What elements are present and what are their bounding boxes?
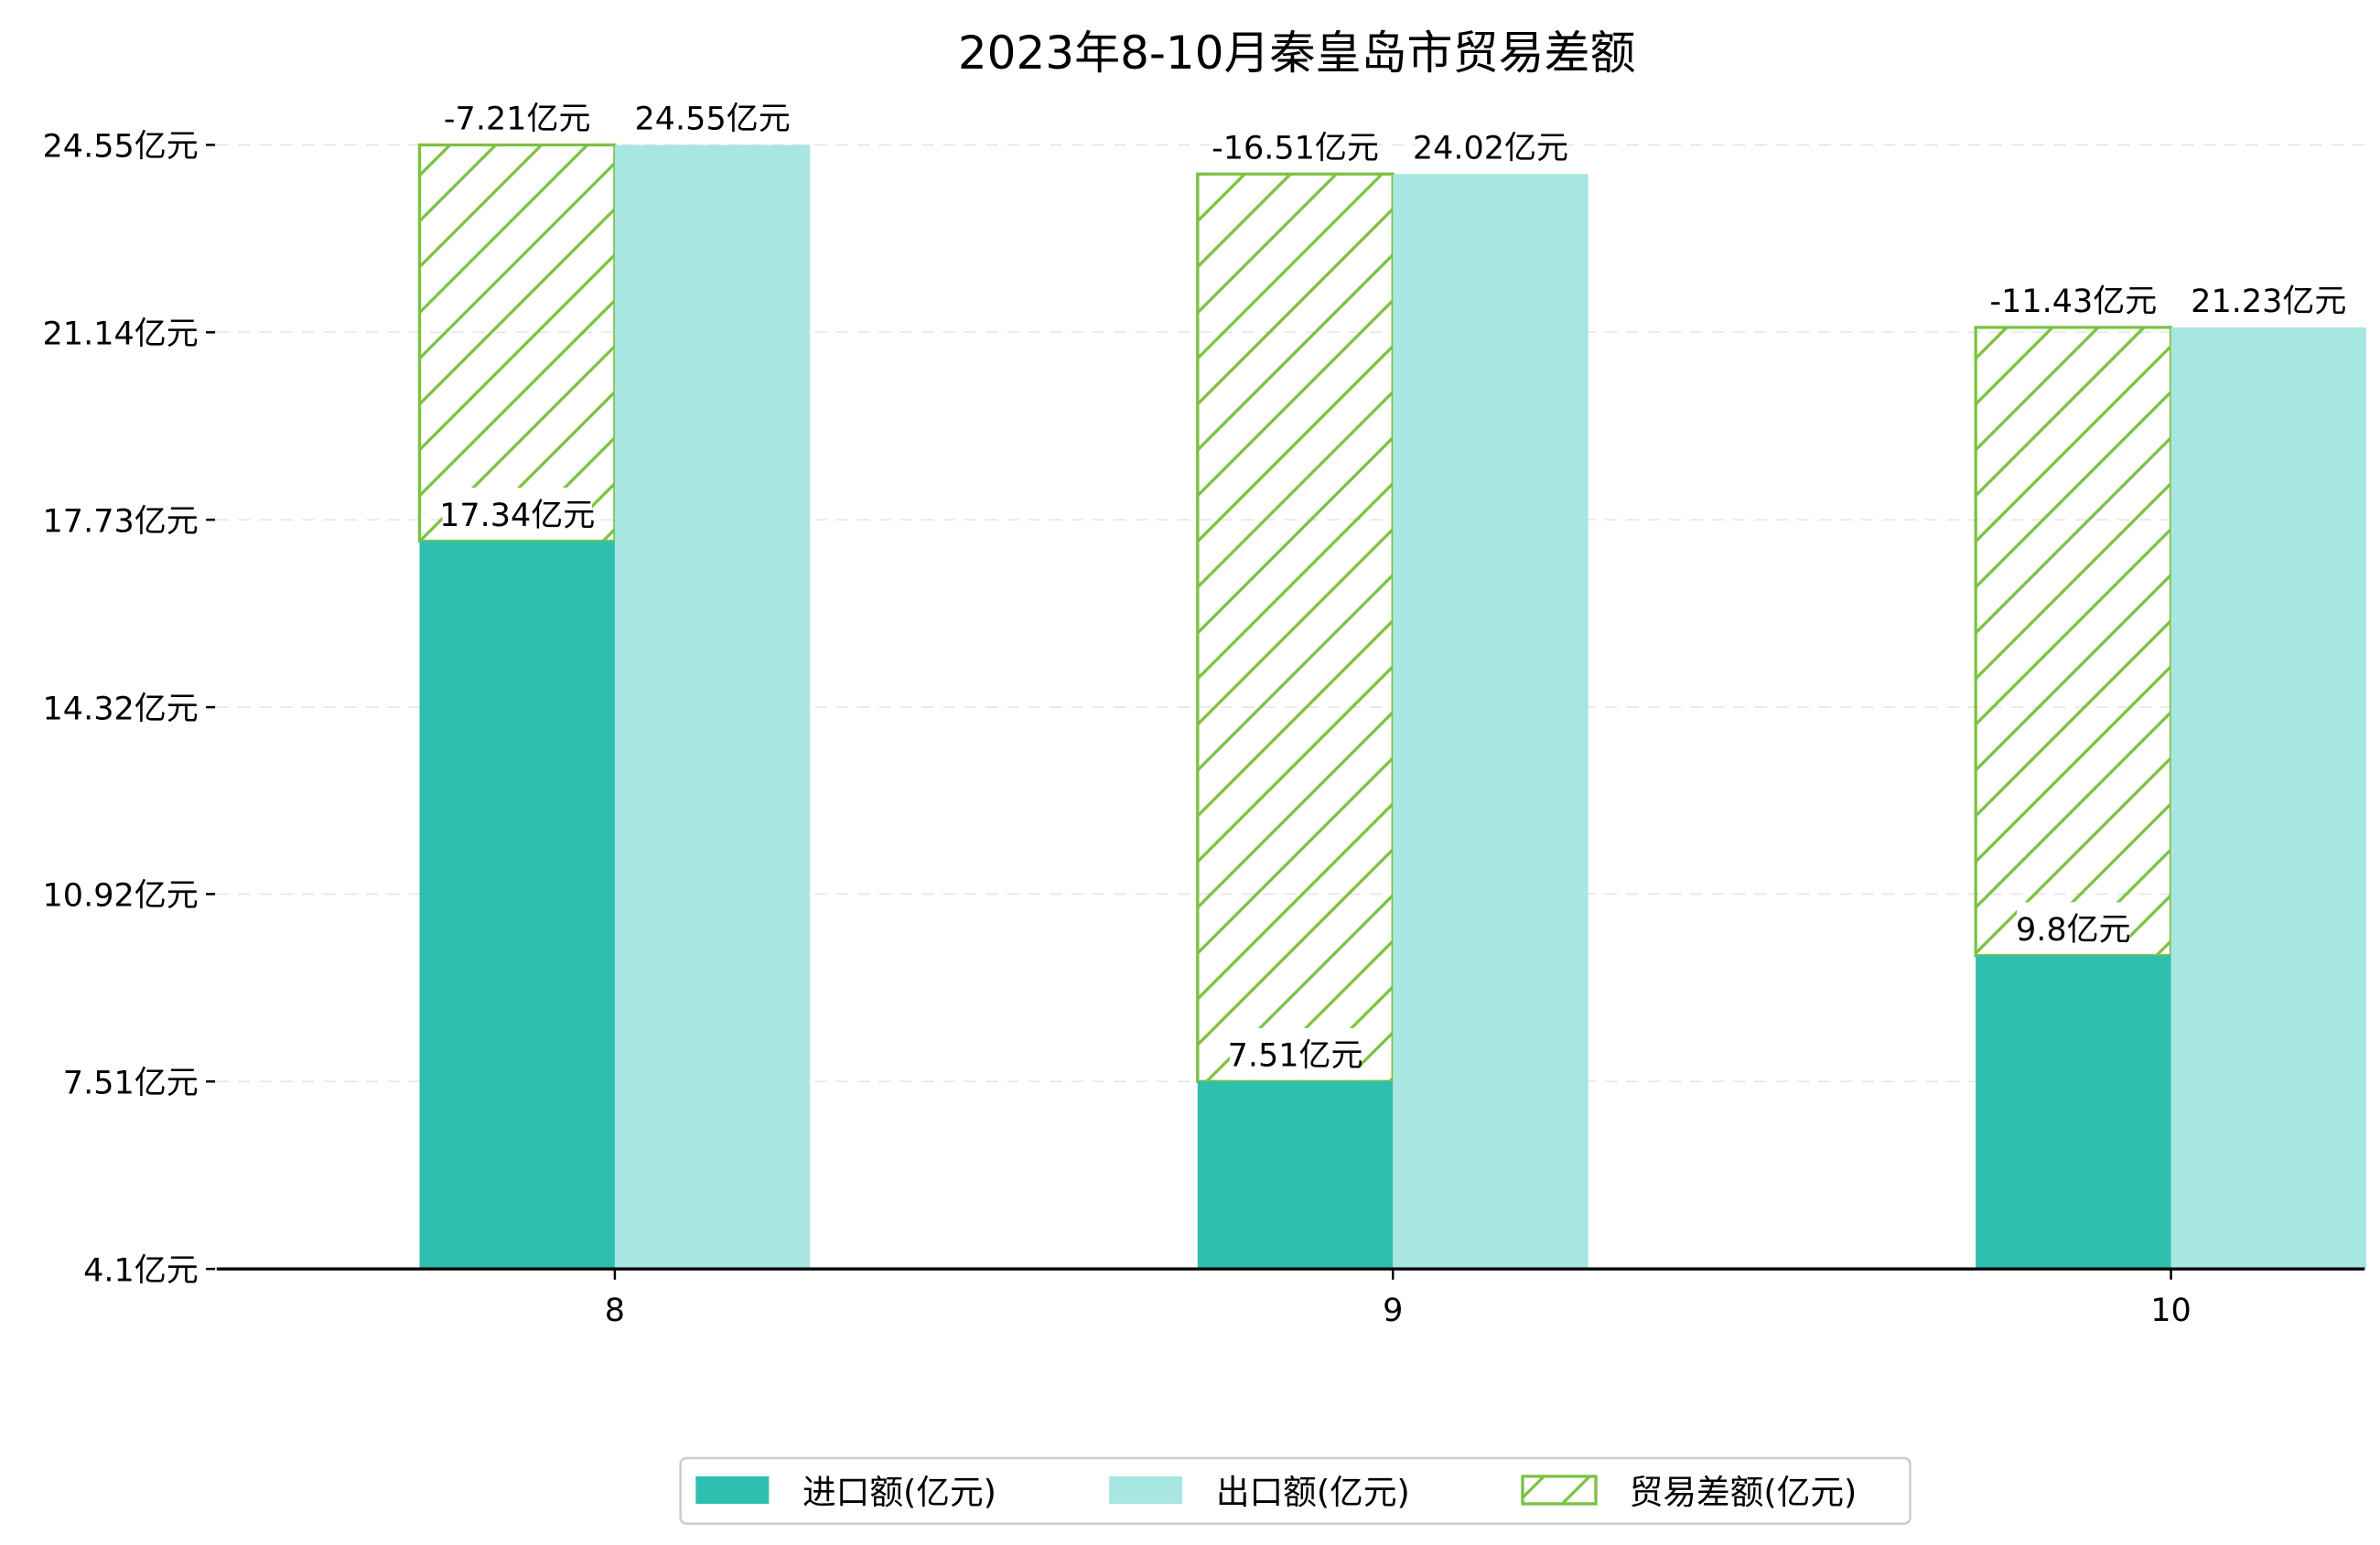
y-tick-label: 4.1亿元 [83,1253,199,1290]
import-value-label: 9.8亿元 [2016,912,2131,949]
import-bar [1976,955,2171,1270]
export-value-label-bg [637,91,788,144]
export-bar [614,145,811,1270]
legend-swatch [1109,1475,1183,1504]
data-labels: 17.34亿元 24.55亿元 -7.21亿元 7.51亿元 24.02亿元 -16.51… [439,91,2346,1080]
balance-value-label: -11.43亿元 [1989,284,2157,320]
export-value-label: 24.02亿元 [1413,131,1568,167]
balance-bar [417,143,617,543]
y-tick-label: 21.14亿元 [43,317,199,353]
legend-swatch [695,1475,770,1504]
balance-value-label-bg [1989,274,2158,327]
import-bar [1197,1081,1394,1270]
export-value-label: 24.55亿元 [635,102,791,138]
legend-label: 出口额(亿元) [1216,1473,1410,1512]
y-tick-label: 17.73亿元 [43,504,199,541]
balance-value-label-bg [442,91,592,144]
legend-swatch-balance [1521,1475,1598,1506]
y-tick-label: 10.92亿元 [43,878,199,915]
export-bar [1393,174,1588,1270]
legend-box [679,1456,1912,1525]
bars [417,143,2366,1270]
x-tick-label: 9 [1383,1293,1403,1329]
x-tick-label: 10 [2150,1293,2192,1329]
x-tick-label: 8 [605,1293,625,1329]
x-axis: 8 9 10 [216,1267,2365,1329]
balance-bar [1974,326,2173,958]
legend-label: 贸易差额(亿元) [1630,1473,1858,1512]
legend: 进口额(亿元) 出口额(亿元) 贸易差额(亿元) [679,1456,1912,1525]
import-value-label: 17.34亿元 [439,498,595,534]
balance-value-label-bg [1211,120,1380,173]
import-bar [419,541,615,1270]
y-tick-label: 7.51亿元 [63,1066,199,1102]
import-value-label: 7.51亿元 [1228,1038,1363,1075]
export-value-label-bg [1416,120,1566,173]
balance-value-label: -7.21亿元 [444,102,591,138]
y-tick-label: 14.32亿元 [43,691,199,727]
balance-value-label: -16.51亿元 [1212,131,1379,167]
import-value-label-bg [2017,902,2130,955]
y-axis: 4.1亿元 7.51亿元 10.92亿元 14.32亿元 17.73亿元 21.14亿元 2… [43,129,216,1290]
chart-title: 2023年8-10月秦皇岛市贸易差额 [958,27,1636,80]
balance-bar [1196,172,1395,1083]
export-value-label-bg [2193,274,2343,327]
export-value-label: 21.23亿元 [2191,284,2346,320]
legend-label: 进口额(亿元) [802,1473,996,1512]
import-value-label-bg [1229,1027,1362,1080]
import-value-label-bg [442,488,592,540]
y-tick-label: 24.55亿元 [43,129,199,166]
export-bar [2170,327,2366,1270]
